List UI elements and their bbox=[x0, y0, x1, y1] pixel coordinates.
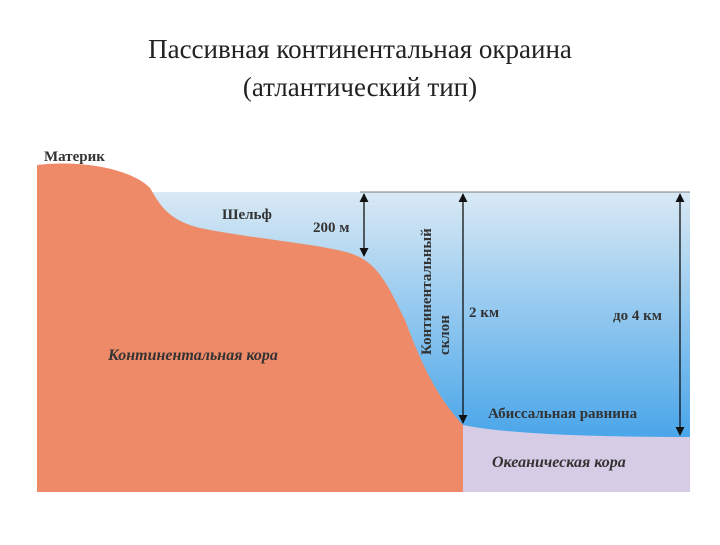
label: Континентальный bbox=[419, 228, 435, 355]
label: Материк bbox=[44, 149, 105, 165]
continental-crust bbox=[37, 163, 463, 492]
label: 200 м bbox=[313, 220, 349, 236]
title: Пассивная континентальная окраина bbox=[148, 34, 572, 64]
label: до 4 км bbox=[613, 308, 662, 324]
label: склон bbox=[437, 315, 453, 355]
label: Абиссальная равнина bbox=[488, 406, 638, 422]
label: Океаническая кора bbox=[492, 454, 626, 471]
label: 2 км bbox=[469, 305, 499, 321]
label: Шельф bbox=[222, 207, 272, 223]
oceanic-crust bbox=[463, 425, 690, 492]
label: Континентальная кора bbox=[107, 347, 278, 364]
title: (атлантический тип) bbox=[243, 72, 477, 102]
